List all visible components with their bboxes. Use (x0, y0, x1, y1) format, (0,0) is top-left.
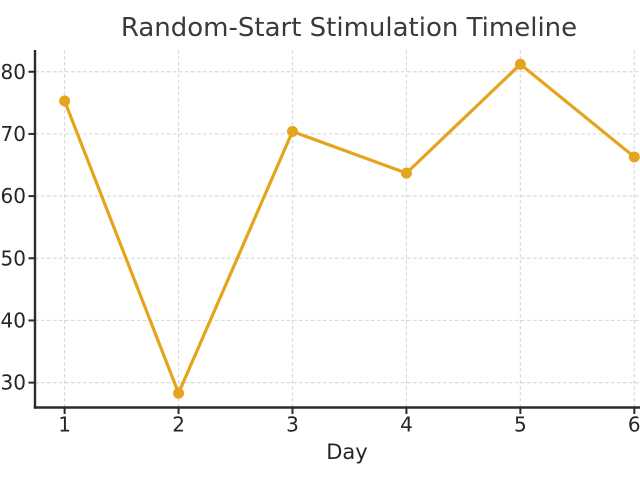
data-point-marker (286, 125, 298, 137)
data-point-marker (173, 387, 185, 399)
data-point-marker (59, 95, 71, 107)
y-tick-label: 70 (1, 122, 26, 146)
y-tick-label: 60 (1, 184, 26, 208)
data-point-marker (400, 167, 412, 179)
x-tick-label: 4 (400, 413, 413, 437)
x-tick-label: 1 (58, 413, 71, 437)
y-tick-label: 30 (1, 371, 26, 395)
data-point-marker (514, 58, 526, 70)
x-tick-label: 2 (172, 413, 185, 437)
x-tick-label: 6 (628, 413, 640, 437)
y-tick-label: 80 (1, 60, 26, 84)
chart-title: Random-Start Stimulation Timeline (120, 13, 578, 43)
series-line (63, 62, 636, 395)
data-point-marker (628, 151, 640, 163)
y-tick-label: 40 (1, 308, 26, 332)
x-axis-label: Day (326, 440, 368, 464)
x-tick-label: 3 (286, 413, 299, 437)
x-tick-label: 5 (514, 413, 527, 437)
y-tick-label: 50 (1, 246, 26, 270)
